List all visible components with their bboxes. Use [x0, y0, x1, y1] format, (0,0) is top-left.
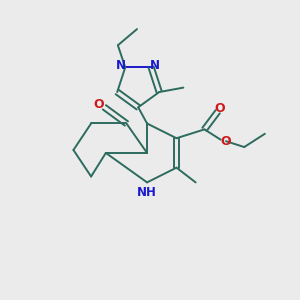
Text: O: O	[221, 135, 231, 148]
Text: N: N	[150, 59, 160, 72]
Text: N: N	[116, 59, 126, 72]
Text: NH: NH	[137, 186, 157, 199]
Text: O: O	[214, 102, 224, 115]
Text: O: O	[94, 98, 104, 111]
